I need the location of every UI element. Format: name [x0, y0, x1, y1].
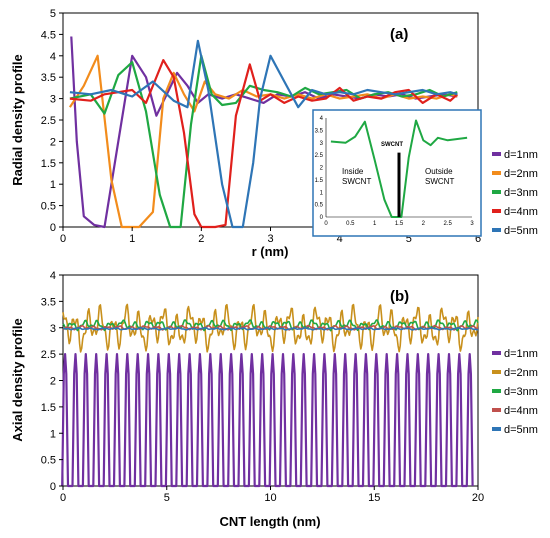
- legend-label: d=2nm: [504, 168, 538, 180]
- x-axis-label-b: CNT length (nm): [219, 514, 320, 529]
- legend-b: d=1nm d=2nm d=3nm d=4nm d=5nm: [492, 348, 538, 436]
- x-tick-label: 5: [406, 233, 412, 245]
- legend-label: d=4nm: [504, 206, 538, 218]
- y-tick-label: 4: [50, 270, 56, 282]
- inset-inside-line1: Inside: [342, 167, 364, 176]
- x-tick-label: 10: [264, 492, 276, 504]
- y-tick-label: 1.5: [41, 402, 56, 414]
- x-tick-label: 2: [198, 233, 204, 245]
- inset-y-tick-label: 0: [320, 215, 324, 221]
- inset-x-tick-label: 0.5: [346, 221, 355, 227]
- y-tick-label: 1.5: [41, 158, 56, 170]
- inset-x-tick-label: 0: [324, 221, 328, 227]
- inset-x-tick-label: 1.5: [395, 221, 404, 227]
- inset-wall-label: SWCNT: [381, 142, 403, 148]
- y-tick-label: 3: [50, 94, 56, 106]
- y-tick-label: 1: [50, 179, 56, 191]
- series-line-d=1nm: [61, 353, 474, 488]
- series-lines-b: [61, 303, 479, 488]
- y-tick-label: 3: [50, 323, 56, 335]
- x-tick-label: 1: [129, 233, 135, 245]
- y-tick-label: 0: [50, 222, 56, 234]
- x-tick-label: 4: [337, 233, 343, 245]
- y-tick-label: 2: [50, 376, 56, 388]
- series-line-d=5nm: [63, 326, 479, 331]
- series-line-d=2nm: [62, 303, 479, 353]
- inset-x-tick-label: 1: [373, 221, 377, 227]
- series-line-d=5nm: [69, 39, 458, 229]
- y-axis-label-b: Axial density profile: [10, 318, 25, 442]
- legend-label: d=5nm: [504, 424, 538, 436]
- y-tick-label: 0: [50, 481, 56, 493]
- series-line-d=4nm: [62, 324, 478, 331]
- y-tick-label: 3.5: [41, 296, 56, 308]
- y-tick-label: 4.5: [41, 29, 56, 41]
- inset-x-tick-label: 2.5: [443, 221, 452, 227]
- inset-x-tick-label: 2: [422, 221, 426, 227]
- inset-y-tick-label: 1: [320, 190, 324, 196]
- panel-label-a: (a): [390, 26, 408, 43]
- inset-inside-line2: SWCNT: [342, 177, 371, 186]
- panel-label-b: (b): [390, 288, 409, 305]
- inset-x-tick-label: 3: [470, 221, 474, 227]
- inset-outside-line2: SWCNT: [425, 177, 454, 186]
- y-tick-label: 4: [50, 51, 56, 63]
- inset-y-tick-label: 2.5: [315, 153, 324, 159]
- inset-content: 0 0.5 1 1.5 2 2.5 3 0 0.5 1 1.5 2 2.5 3 3.5 4: [315, 116, 475, 227]
- y-tick-label: 2.5: [41, 115, 56, 127]
- x-tick-label: 0: [60, 233, 66, 245]
- series-lines-a: [68, 36, 459, 229]
- legend-label: d=4nm: [504, 405, 538, 417]
- inset-outside-line1: Outside: [425, 167, 453, 176]
- y-tick-label: 0.5: [41, 455, 56, 467]
- legend-label: d=3nm: [504, 386, 538, 398]
- y-axis-label-a: Radial density profile: [10, 54, 25, 185]
- y-tick-label: 2: [50, 136, 56, 148]
- x-tick-label: 15: [368, 492, 380, 504]
- panel-b: (b) Axial density profile CNT length (nm…: [10, 270, 538, 529]
- inset-chart: 0 0.5 1 1.5 2 2.5 3 0 0.5 1 1.5 2 2.5 3 3.5 4 Inside SW…: [312, 109, 482, 237]
- y-tick-label: 5: [50, 8, 56, 20]
- legend-label: d=3nm: [504, 187, 538, 199]
- panel-a: (a) Radial density profile r (nm) 0 1 2 3 4 5…: [10, 8, 538, 259]
- x-axis-label-a: r (nm): [252, 244, 289, 259]
- inset-y-tick-label: 4: [320, 116, 324, 122]
- legend-label: d=5nm: [504, 225, 538, 237]
- inset-y-tick-label: 1.5: [315, 178, 324, 184]
- x-tick-label: 3: [267, 233, 273, 245]
- y-tick-label: 0.5: [41, 201, 56, 213]
- inset-y-tick-label: 0.5: [315, 203, 324, 209]
- x-tick-label: 20: [472, 492, 484, 504]
- inset-frame: [312, 109, 482, 237]
- inset-y-tick-label: 3.5: [315, 128, 324, 134]
- legend-a: d=1nm d=2nm d=3nm d=4nm d=5nm: [492, 149, 538, 237]
- x-tick-label: 0: [60, 492, 66, 504]
- inset-y-tick-label: 2: [320, 166, 324, 172]
- y-tick-label: 2.5: [41, 349, 56, 361]
- y-tick-label: 3.5: [41, 72, 56, 84]
- legend-label: d=1nm: [504, 149, 538, 161]
- inset-series-line: [330, 119, 468, 218]
- legend-label: d=2nm: [504, 367, 538, 379]
- x-tick-label: 5: [164, 492, 170, 504]
- inset-y-tick-label: 3: [320, 141, 324, 147]
- y-tick-label: 1: [50, 428, 56, 440]
- legend-label: d=1nm: [504, 348, 538, 360]
- x-tick-label: 6: [475, 233, 481, 245]
- ticks-b: 0 5 10 15 20 0 0.5 1 1.5 2 2.5 3 3.5 4: [41, 270, 484, 504]
